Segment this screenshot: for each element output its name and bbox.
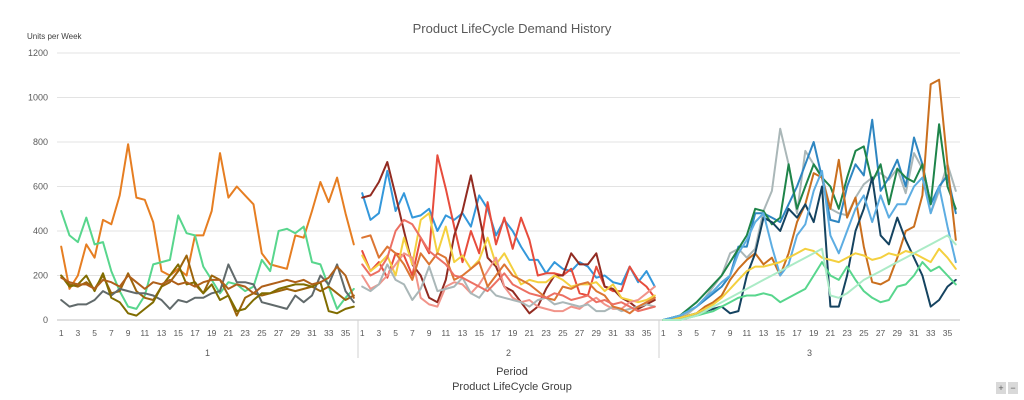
x-tick-label: 7 [410,328,415,338]
series-line-group3-9 [662,234,957,321]
chart-title: Product LifeCycle Demand History [412,21,612,36]
x-tick-label: 9 [728,328,733,338]
y-tick-label: 600 [33,182,48,192]
x-tick-label: 17 [792,328,802,338]
x-tick-label: 9 [427,328,432,338]
y-tick-label: 800 [33,137,48,147]
x-tick-label: 15 [174,328,184,338]
x-tick-label: 5 [694,328,699,338]
series-line-group1-1 [60,143,355,290]
x-tick-label: 11 [742,328,751,338]
zoom-in-button[interactable]: + [996,382,1006,394]
x-tick-label: 33 [625,328,635,338]
series-lines [60,78,957,321]
x-tick-label: 5 [92,328,97,338]
x-tick-label: 25 [558,328,568,338]
x-tick-label: 31 [608,328,618,338]
x-tick-label: 1 [661,328,666,338]
x-tick-label: 27 [575,328,585,338]
series-line-group3-3 [662,123,957,321]
x-tick-label: 25 [859,328,869,338]
series-line-group3-6 [662,169,957,321]
x-axis-title: Period [496,366,528,378]
x-tick-label: 7 [711,328,716,338]
x-tick-label: 23 [240,328,250,338]
series-line-group2-7 [361,234,656,315]
x-tick-label: 19 [508,328,518,338]
series-line-group3-5 [662,176,957,321]
x-group-label: 2 [506,348,511,358]
x-tick-label: 13 [458,328,468,338]
zoom-controls: + − [996,382,1018,394]
x-tick-label: 1 [59,328,64,338]
x-tick-label: 21 [826,328,836,338]
y-tick-label: 400 [33,226,48,236]
x-tick-label: 23 [842,328,852,338]
x-axis-group-title: Product LifeCycle Group [452,381,572,393]
y-tick-label: 1200 [28,48,48,58]
x-tick-label: 27 [876,328,886,338]
series-line-group1-3 [60,254,355,317]
y-axis-title: Units per Week [27,32,82,41]
x-tick-label: 3 [76,328,81,338]
x-tick-label: 5 [393,328,398,338]
x-tick-label: 9 [126,328,131,338]
x-tick-label: 3 [678,328,683,338]
series-line-group3-8 [662,261,957,321]
x-tick-label: 1 [360,328,365,338]
x-tick-label: 21 [525,328,535,338]
series-line-group3-1 [662,127,957,321]
y-tick-label: 200 [33,271,48,281]
series-line-group1-6 [60,265,355,299]
x-tick-label: 3 [377,328,382,338]
y-tick-label: 1000 [28,93,48,103]
series-line-group2-4 [361,212,656,304]
x-tick-label: 13 [157,328,167,338]
x-tick-label: 17 [491,328,501,338]
x-tick-label: 17 [190,328,200,338]
x-group-label: 1 [205,348,210,358]
x-tick-label: 35 [642,328,652,338]
x-tick-label: 29 [592,328,602,338]
x-tick-label: 7 [109,328,114,338]
x-tick-label: 35 [341,328,351,338]
series-line-group2-1 [361,169,656,288]
x-tick-label: 11 [441,328,450,338]
y-tick-label: 0 [43,315,48,325]
series-line-group3-4 [662,78,957,321]
series-line-group1-2 [60,210,355,310]
x-tick-label: 15 [475,328,485,338]
x-tick-label: 19 [207,328,217,338]
x-tick-label: 23 [541,328,551,338]
y-axis: 0 200 400 600 800 1000 1200 [28,48,48,325]
x-tick-label: 19 [809,328,819,338]
x-tick-label: 33 [926,328,936,338]
x-tick-label: 35 [943,328,953,338]
x-tick-label: 15 [776,328,786,338]
series-line-group2-5 [361,252,656,313]
series-line-group2-8 [361,218,656,313]
x-tick-label: 31 [307,328,317,338]
series-line-group3-7 [662,247,957,321]
x-group-label: 3 [807,348,812,358]
x-tick-label: 21 [224,328,234,338]
x-tick-label: 29 [893,328,903,338]
series-line-group1-5 [60,263,355,317]
x-tick-label: 29 [291,328,301,338]
zoom-out-button[interactable]: − [1008,382,1018,394]
x-tick-label: 25 [257,328,267,338]
x-tick-label: 31 [909,328,919,338]
x-tick-label: 13 [759,328,769,338]
x-tick-label: 11 [140,328,149,338]
x-tick-label: 27 [274,328,284,338]
x-tick-label: 33 [324,328,334,338]
series-line-group2-6 [361,263,656,313]
